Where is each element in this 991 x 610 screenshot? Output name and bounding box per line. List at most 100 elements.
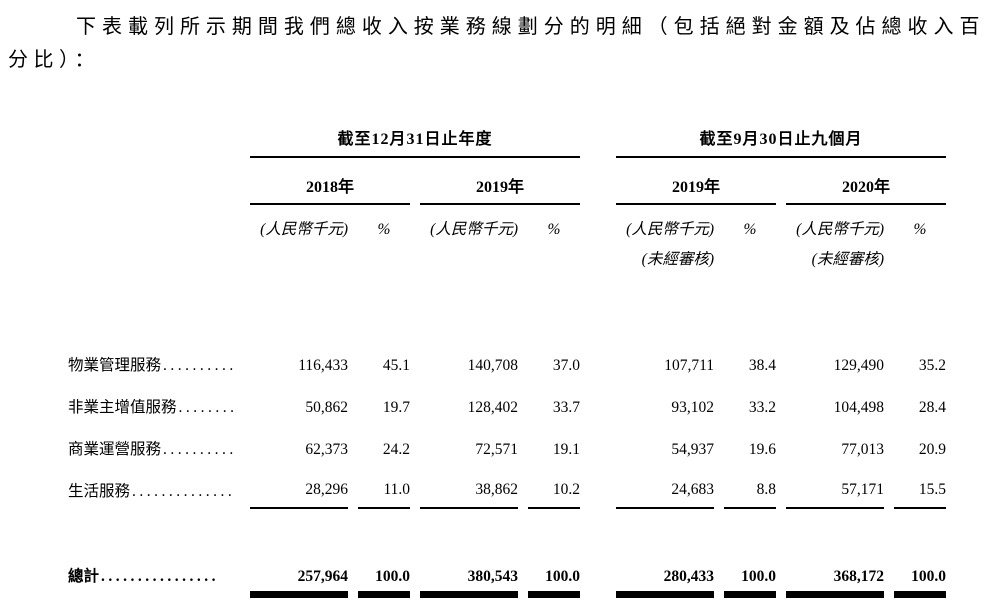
amount-cell: 72,571 — [475, 441, 518, 458]
table-row-non-owner-vas: 非業主增值服務........ 50,862 19.7 128,402 33.7… — [68, 375, 946, 417]
amount-cell: 140,708 — [467, 357, 518, 374]
total-row: 總計................ 257,964 100.0 380,543… — [68, 509, 946, 586]
total-pct-cell: 100.0 — [911, 568, 946, 585]
column-gap — [590, 509, 606, 586]
unaudited-note: (未經審核) — [811, 251, 884, 268]
pct-cell: 11.0 — [358, 459, 410, 509]
period-group-header-row: 截至12月31日止年度 截至9月30日止九個月 — [68, 125, 946, 158]
corner-cell — [68, 239, 240, 269]
corner-cell — [68, 125, 240, 158]
amount-cell: 54,937 — [671, 441, 714, 458]
column-gap — [590, 586, 606, 598]
unit-header: (人民幣千元) — [430, 221, 518, 238]
column-gap — [590, 459, 606, 509]
year-header-2018: 2018年 — [250, 158, 410, 205]
pct-cell: 19.6 — [748, 441, 776, 458]
double-rule — [420, 586, 518, 598]
table-row-commercial-operation: 商業運營服務.......... 62,373 24.2 72,571 19.1… — [68, 417, 946, 459]
amount-cell: 38,862 — [420, 459, 518, 509]
pct-cell: 45.1 — [382, 357, 410, 374]
row-label-text: 生活服務 — [68, 483, 131, 500]
revenue-by-business-line-table: 截至12月31日止年度 截至9月30日止九個月 2018年 2019年 2019… — [58, 125, 956, 598]
total-pct-cell: 100.0 — [375, 568, 410, 585]
pct-cell: 38.4 — [748, 357, 776, 374]
amount-cell: 62,373 — [305, 441, 348, 458]
pct-cell: 20.9 — [918, 441, 946, 458]
column-gap — [590, 158, 606, 205]
dot-leader: .......... — [163, 357, 237, 374]
amount-cell: 93,102 — [671, 399, 714, 416]
pct-cell: 37.0 — [552, 357, 580, 374]
pct-cell: 15.5 — [894, 459, 946, 509]
row-label: 非業主增值服務........ — [68, 375, 240, 417]
amount-cell: 128,402 — [467, 399, 518, 416]
percent-header: % — [913, 221, 927, 238]
amount-cell: 116,433 — [298, 357, 348, 374]
row-label-text: 非業主增值服務 — [68, 399, 177, 416]
total-amount-cell: 368,172 — [833, 568, 884, 585]
column-gap — [590, 269, 606, 375]
total-amount-cell: 280,433 — [663, 568, 714, 585]
table-row-property-management: 物業管理服務.......... 116,433 45.1 140,708 37… — [68, 269, 946, 375]
pct-cell: 10.2 — [528, 459, 580, 509]
column-gap — [590, 239, 606, 269]
table-row-living-services: 生活服務.............. 28,296 11.0 38,862 10… — [68, 459, 946, 509]
amount-cell: 77,013 — [841, 441, 884, 458]
amount-cell: 104,498 — [833, 399, 884, 416]
pct-cell: 19.7 — [382, 399, 410, 416]
amount-cell: 28,296 — [250, 459, 348, 509]
percent-header: % — [377, 221, 391, 238]
intro-paragraph: 下表載列所示期間我們總收入按業務線劃分的明細（包括絕對金額及佔總收入百分比）： — [8, 16, 985, 71]
unit-header: (人民幣千元) — [260, 221, 348, 238]
double-rule — [724, 586, 776, 598]
total-amount-cell: 380,543 — [467, 568, 518, 585]
year-header-2020-9m: 2020年 — [786, 158, 946, 205]
row-label: 生活服務.............. — [68, 459, 240, 509]
amount-cell: 57,171 — [786, 459, 884, 509]
total-amount-cell: 257,964 — [297, 568, 348, 585]
amount-cell: 129,490 — [833, 357, 884, 374]
double-rule — [358, 586, 410, 598]
year-header-2019-9m: 2019年 — [616, 158, 776, 205]
row-label: 商業運營服務.......... — [68, 417, 240, 459]
unaudited-note: (未經審核) — [641, 251, 714, 268]
year-header-2019: 2019年 — [420, 158, 580, 205]
total-pct-cell: 100.0 — [545, 568, 580, 585]
pct-cell: 19.1 — [552, 441, 580, 458]
pct-cell: 33.7 — [552, 399, 580, 416]
dot-leader: .......... — [163, 441, 237, 458]
amount-cell: 107,711 — [664, 357, 714, 374]
double-rule — [786, 586, 884, 598]
pct-cell: 28.4 — [918, 399, 946, 416]
pct-cell: 35.2 — [918, 357, 946, 374]
dot-leader: ................ — [101, 568, 220, 585]
unit-header: (人民幣千元) — [796, 221, 884, 238]
column-gap — [590, 125, 606, 158]
total-double-rule-row — [68, 586, 946, 598]
pct-cell: 24.2 — [382, 441, 410, 458]
double-rule — [894, 586, 946, 598]
percent-header: % — [547, 221, 561, 238]
total-pct-cell: 100.0 — [741, 568, 776, 585]
amount-cell: 24,683 — [616, 459, 714, 509]
dot-leader: ........ — [178, 399, 238, 416]
corner-cell — [68, 205, 240, 239]
row-label-text: 物業管理服務 — [68, 357, 162, 374]
column-gap — [590, 417, 606, 459]
corner-cell — [68, 158, 240, 205]
double-rule — [250, 586, 348, 598]
row-label-text: 商業運營服務 — [68, 441, 162, 458]
double-rule — [528, 586, 580, 598]
row-label: 物業管理服務.......... — [68, 269, 240, 375]
total-label-text: 總計 — [68, 568, 100, 585]
unaudited-note-row: (未經審核) (未經審核) — [68, 239, 946, 269]
column-gap — [590, 205, 606, 239]
total-label: 總計................ — [68, 509, 240, 586]
unit-header-row: (人民幣千元) % (人民幣千元) % (人民幣千元) % (人民幣千元) % — [68, 205, 946, 239]
pct-cell: 33.2 — [748, 399, 776, 416]
year-header-row: 2018年 2019年 2019年 2020年 — [68, 158, 946, 205]
amount-cell: 50,862 — [305, 399, 348, 416]
period-group-nine-months: 截至9月30日止九個月 — [616, 125, 946, 158]
dot-leader: .............. — [132, 483, 236, 500]
